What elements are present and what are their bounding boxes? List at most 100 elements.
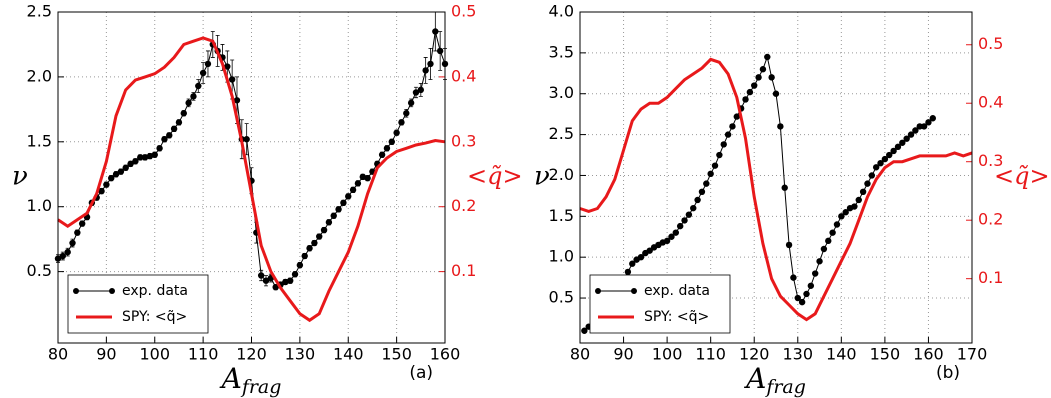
data-point (320, 226, 328, 234)
x-tick-label: 90 (96, 345, 116, 364)
y-tick-label: 1.5 (27, 131, 52, 150)
data-point (146, 152, 154, 160)
data-point (772, 90, 780, 97)
legend-label: SPY: <q̃> (122, 309, 187, 325)
y2-tick-label: 0.1 (978, 268, 1003, 287)
data-point (432, 28, 439, 35)
data-point (287, 277, 294, 284)
x-tick-label: 80 (570, 345, 590, 364)
data-point (306, 245, 313, 252)
x-axis-label: Afrag (219, 362, 282, 398)
data-point (903, 135, 910, 142)
data-point (243, 136, 250, 143)
data-point (340, 199, 347, 207)
x-axis-label-sub: frag (764, 376, 806, 398)
data-point (185, 99, 192, 107)
data-point (676, 222, 684, 230)
data-point (907, 131, 915, 138)
legend-marker (73, 288, 79, 294)
data-point (759, 66, 767, 73)
data-point (663, 237, 671, 245)
data-point (407, 99, 415, 107)
data-point (170, 125, 178, 133)
data-point (698, 188, 706, 196)
data-point (929, 115, 936, 122)
y-tick-label: 2.5 (549, 124, 574, 143)
data-point (257, 272, 265, 279)
data-point (190, 93, 197, 100)
data-point (729, 123, 736, 130)
x-tick-label: 150 (381, 345, 412, 364)
data-point (790, 274, 797, 281)
data-point (820, 245, 828, 253)
data-point (833, 221, 841, 228)
data-point (59, 252, 67, 260)
data-point (403, 110, 410, 117)
data-point (199, 69, 207, 77)
y2-axis-label: <q̃> (994, 162, 1050, 190)
data-point (646, 247, 653, 254)
model-line (57, 36, 446, 323)
data-point (422, 67, 429, 74)
x-axis-label: Afrag (743, 362, 806, 398)
y-axis-label: ν (534, 162, 550, 192)
data-point (724, 131, 732, 138)
y-tick-label: 0.5 (549, 288, 574, 307)
data-point (751, 82, 758, 89)
data-point (112, 171, 120, 178)
data-point (812, 270, 819, 277)
data-point (716, 151, 723, 159)
data-point (899, 139, 906, 146)
data-point (707, 170, 714, 178)
y2-tick-label: 0.3 (451, 131, 476, 150)
data-point (668, 233, 675, 240)
chart-panel: 80 90 100 110 120 130 140 150 160 170 0.5 1.0 1.5 2.0… (534, 2, 1050, 398)
data-point (151, 151, 158, 158)
data-point (393, 129, 400, 136)
data-point (890, 147, 897, 155)
x-axis-label-main: A (743, 362, 766, 395)
y-tick-label: 2.0 (549, 165, 574, 184)
data-point (894, 143, 902, 151)
data-point (132, 158, 139, 165)
x-tick-label: 120 (739, 345, 770, 364)
data-point (794, 294, 801, 302)
data-point (881, 155, 889, 163)
legend-box (67, 274, 209, 334)
x-tick-label: 110 (188, 345, 219, 364)
legend-label: exp. data (122, 283, 188, 299)
data-point (161, 136, 168, 143)
x-axis-label-main: A (219, 362, 242, 395)
data-point (412, 89, 420, 96)
data-point (388, 138, 395, 146)
data-point (690, 204, 697, 212)
legend-marker (595, 288, 601, 294)
panel-label: (b) (936, 363, 960, 383)
data-point (637, 253, 645, 261)
data-point (417, 86, 425, 94)
data-point (224, 63, 231, 70)
data-point (807, 282, 815, 289)
data-point (296, 261, 304, 269)
x-tick-label: 130 (285, 345, 316, 364)
data-point (74, 229, 81, 236)
data-point (262, 277, 270, 284)
y-tick-label: 2.0 (27, 66, 52, 85)
data-point (629, 260, 636, 267)
data-point (868, 172, 876, 179)
y2-axis-label: <q̃> (467, 162, 523, 190)
y2-tick-label: 0.3 (978, 151, 1003, 170)
y2-tick-label: 0.4 (978, 93, 1003, 112)
x-tick-label: 150 (870, 345, 901, 364)
data-point (720, 141, 727, 148)
data-point (78, 220, 86, 227)
y-tick-label: 1.0 (549, 247, 574, 266)
data-point (325, 219, 333, 226)
legend-marker (109, 288, 115, 294)
data-point (127, 160, 134, 168)
data-point (746, 88, 754, 96)
data-point (272, 283, 279, 291)
data-point (233, 97, 241, 104)
x-tick-label: 160 (430, 345, 461, 364)
